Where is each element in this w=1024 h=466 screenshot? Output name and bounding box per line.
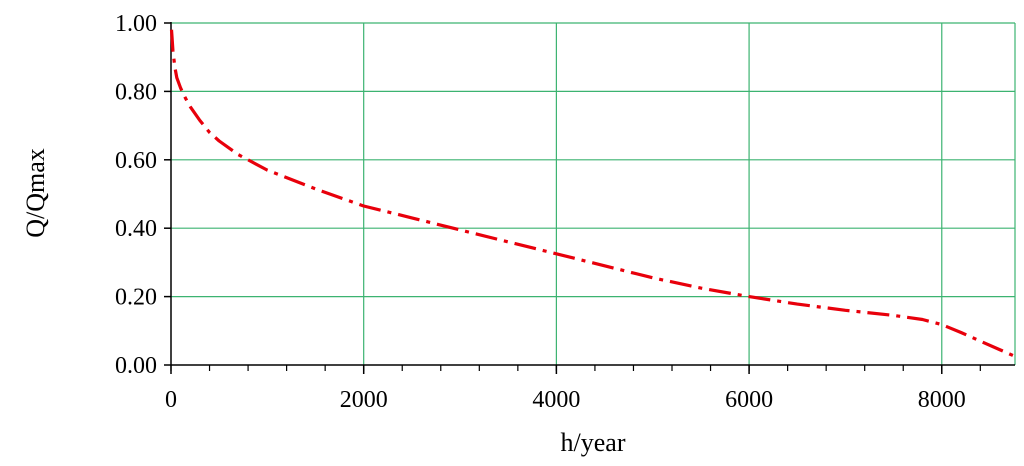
y-tick-label: 0.20 <box>115 285 157 311</box>
grid <box>171 22 1016 365</box>
y-tick-label: 0.00 <box>115 353 157 379</box>
y-tick-labels: 0.00 0.20 0.40 0.60 0.80 1.00 <box>115 11 157 379</box>
y-tick-label: 0.40 <box>115 216 157 242</box>
y-axis-title: Q/Qmax <box>21 148 50 238</box>
x-tick-label: 0 <box>165 387 177 413</box>
x-tick-labels: 0 2000 4000 6000 8000 <box>165 387 966 413</box>
x-tick-label: 4000 <box>532 387 580 413</box>
y-tick-label: 0.80 <box>115 79 157 105</box>
axes <box>164 22 1015 374</box>
y-tick-label: 0.60 <box>115 148 157 174</box>
x-tick-label: 8000 <box>918 387 966 413</box>
series-layer <box>169 29 1016 358</box>
series-line-0 <box>169 29 1016 358</box>
x-tick-label: 6000 <box>725 387 773 413</box>
x-tick-label: 2000 <box>340 387 388 413</box>
x-axis-title: h/year <box>561 428 626 457</box>
y-tick-label: 1.00 <box>115 11 157 37</box>
